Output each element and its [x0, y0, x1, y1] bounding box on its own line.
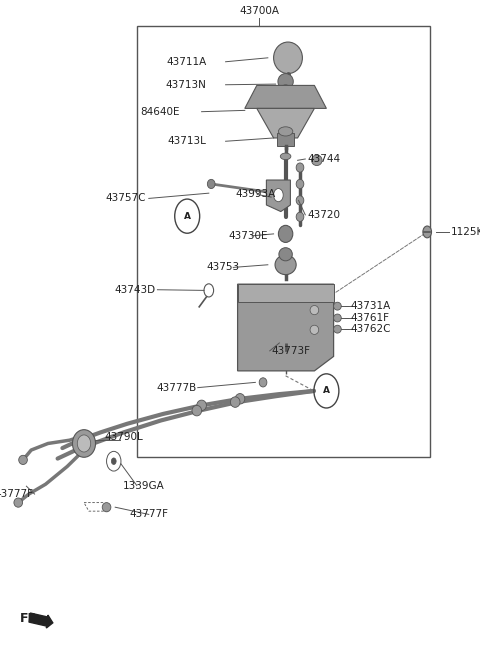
Text: 43761F: 43761F [350, 313, 389, 323]
Polygon shape [238, 284, 334, 371]
Ellipse shape [296, 212, 304, 221]
Text: 43777F: 43777F [130, 509, 168, 520]
Ellipse shape [334, 325, 341, 333]
Polygon shape [277, 133, 294, 146]
Ellipse shape [72, 430, 96, 457]
Text: 43777F: 43777F [0, 489, 34, 499]
Text: 1339GA: 1339GA [122, 480, 164, 491]
Ellipse shape [230, 397, 240, 407]
Bar [137, 26, 430, 457]
Ellipse shape [77, 435, 91, 452]
Ellipse shape [310, 306, 319, 315]
Ellipse shape [296, 196, 304, 205]
Text: 43731A: 43731A [350, 301, 391, 311]
Polygon shape [266, 180, 290, 212]
Ellipse shape [102, 503, 111, 512]
Polygon shape [238, 284, 334, 302]
Text: 43744: 43744 [307, 154, 340, 164]
Circle shape [111, 458, 116, 464]
Text: 43993A: 43993A [235, 189, 276, 200]
Text: 43730E: 43730E [228, 231, 267, 241]
Ellipse shape [235, 394, 245, 404]
Text: 84640E: 84640E [141, 106, 180, 117]
FancyArrow shape [29, 613, 53, 628]
Text: 43713L: 43713L [168, 136, 206, 147]
Polygon shape [257, 108, 314, 138]
Ellipse shape [312, 155, 322, 166]
Ellipse shape [197, 400, 206, 411]
Text: 43790L: 43790L [105, 432, 144, 442]
Ellipse shape [192, 405, 202, 416]
Text: 43743D: 43743D [115, 284, 156, 295]
Text: 43762C: 43762C [350, 324, 391, 334]
Polygon shape [245, 85, 326, 108]
Ellipse shape [278, 225, 293, 242]
Text: 1125KJ: 1125KJ [451, 227, 480, 237]
Text: A: A [323, 386, 330, 396]
Text: 43777B: 43777B [156, 382, 197, 393]
Ellipse shape [423, 226, 432, 238]
Ellipse shape [296, 163, 304, 172]
Ellipse shape [334, 302, 341, 310]
Ellipse shape [280, 153, 291, 160]
Ellipse shape [14, 498, 23, 507]
Ellipse shape [259, 378, 267, 387]
Text: 43773F: 43773F [271, 346, 310, 356]
Circle shape [274, 189, 283, 202]
Ellipse shape [19, 455, 27, 464]
Text: 43700A: 43700A [239, 7, 279, 16]
Ellipse shape [296, 179, 304, 189]
Text: 43720: 43720 [307, 210, 340, 220]
Text: A: A [184, 212, 191, 221]
Text: 43753: 43753 [206, 262, 240, 273]
Ellipse shape [275, 255, 296, 275]
Text: FR.: FR. [20, 612, 43, 625]
Ellipse shape [279, 248, 292, 261]
Ellipse shape [280, 85, 291, 97]
Ellipse shape [310, 325, 319, 334]
Ellipse shape [278, 74, 293, 89]
Ellipse shape [207, 179, 215, 189]
Text: 43713N: 43713N [166, 79, 206, 90]
Text: 43757C: 43757C [106, 193, 146, 204]
Text: 43711A: 43711A [166, 57, 206, 67]
Ellipse shape [278, 127, 293, 136]
Ellipse shape [274, 42, 302, 74]
Ellipse shape [334, 314, 341, 322]
